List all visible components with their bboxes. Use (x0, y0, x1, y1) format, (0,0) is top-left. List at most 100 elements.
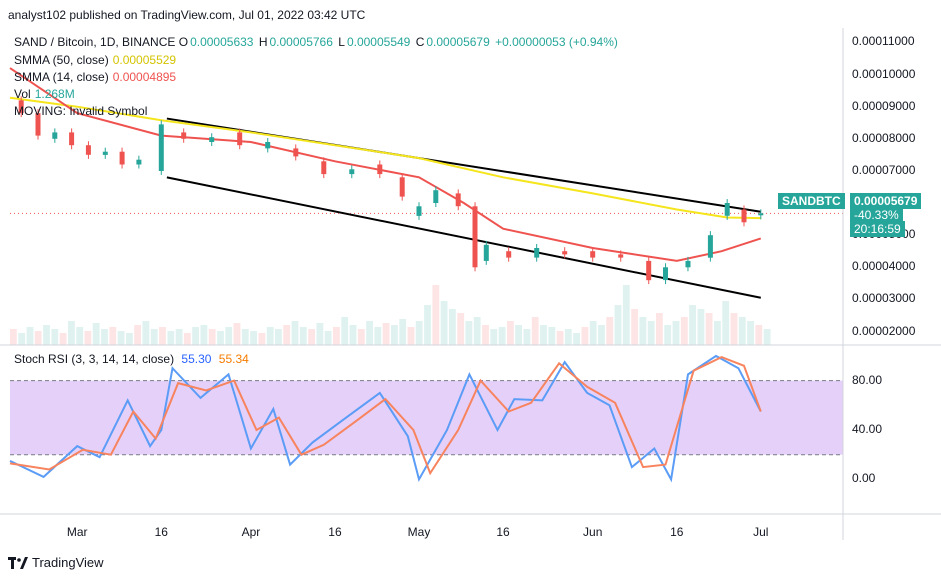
candle-body (35, 113, 41, 136)
volume-bar (515, 325, 522, 345)
tradingview-logo-icon (8, 556, 28, 569)
candle-body (534, 248, 540, 258)
candle-body (136, 159, 142, 165)
price-pane[interactable] (9, 67, 843, 345)
change-value: +0.00000053 (+0.94%) (495, 35, 618, 49)
volume-bar (357, 329, 365, 345)
candle-body (663, 267, 668, 281)
candle-body (209, 137, 215, 142)
price-tick-label: 0.00002000 (852, 323, 916, 338)
candle-body (707, 235, 713, 258)
volume-bar (747, 321, 754, 345)
volume-bar (283, 325, 291, 345)
volume-bar (465, 321, 473, 345)
volume-bar (266, 327, 274, 345)
candle-body (433, 190, 439, 203)
volume-bar (150, 329, 158, 345)
smma50-line (9, 96, 761, 220)
volume-bar (490, 329, 498, 345)
volume-bar (126, 333, 133, 345)
volume-bar (656, 313, 663, 345)
volume-bar (217, 331, 224, 345)
volume-bar (730, 313, 738, 345)
ohlc-values: O 0.00005633 H 0.00005766 L 0.00005549 C 0.0… (178, 35, 618, 49)
candle-body (685, 260, 691, 268)
volume-bar (382, 323, 390, 345)
time-tick-label: 16 (496, 525, 510, 539)
moving-legend: MOVING: Invalid Symbol (14, 104, 148, 118)
candle-body (758, 213, 764, 216)
candle-body (119, 151, 125, 165)
volume-bar (531, 317, 539, 345)
symbol-tag: SANDBTC (778, 193, 845, 209)
stoch-tick-label: 40.00 (852, 422, 883, 436)
pct-tag: -40.33% (850, 207, 903, 223)
volume-bar (556, 331, 564, 345)
footer-brand[interactable]: TradingView (8, 555, 104, 570)
volume-bar (333, 327, 340, 345)
volume-bar (18, 333, 26, 345)
volume-bar (631, 309, 638, 345)
volume-bar (680, 317, 688, 345)
volume-bar (51, 329, 59, 345)
candle-body (181, 132, 187, 139)
volume-bar (208, 329, 216, 345)
stoch-d-value: 55.34 (218, 352, 249, 366)
volume-bar (672, 321, 680, 345)
volume-bar (167, 331, 175, 345)
volume-bar (84, 331, 92, 345)
volume-bar (697, 309, 705, 345)
volume-bar (424, 305, 431, 345)
countdown-tag: 20:16:59 (850, 221, 905, 237)
volume-bar (391, 325, 398, 345)
volume-bar (341, 317, 349, 345)
volume-bar (457, 313, 465, 345)
volume-bar (250, 331, 257, 345)
publish-header: analyst102 published on TradingView.com,… (8, 8, 366, 22)
price-tick-label: 0.00009000 (852, 98, 916, 113)
stoch-rsi-pane[interactable] (9, 354, 843, 483)
volume-bar (689, 305, 696, 345)
volume-bar (299, 327, 307, 345)
stoch-d-line (9, 356, 762, 476)
volume-bar (449, 309, 456, 345)
smma14-legend: SMMA (14, close) 0.00004895 (14, 70, 177, 84)
volume-bar (714, 321, 721, 345)
candle-body (506, 251, 512, 258)
candle-body (321, 161, 327, 175)
volume-bar (606, 317, 614, 345)
time-tick-label: 16 (670, 525, 684, 539)
stoch-tick-label: 0.00 (852, 471, 876, 486)
candle-body (377, 164, 383, 175)
volume-bar (581, 327, 589, 345)
volume-bar (705, 313, 713, 345)
candle-body (102, 151, 108, 155)
volume-bar (225, 327, 233, 345)
volume-bar (573, 333, 580, 345)
candle-body (741, 209, 747, 223)
volume-bar (92, 323, 100, 345)
volume-bar (233, 323, 241, 345)
volume-bar (639, 317, 647, 345)
volume-bar (415, 321, 423, 345)
volume-bar (366, 321, 373, 345)
volume-bar (548, 327, 556, 345)
volume-bar (589, 321, 597, 345)
candle-body (472, 206, 478, 268)
volume-bar (349, 325, 357, 345)
time-tick-label: May (408, 525, 431, 539)
time-tick-label: Mar (67, 525, 88, 539)
time-tick-label: Apr (242, 525, 261, 539)
price-tick-label: 0.00007000 (852, 162, 916, 177)
time-tick-label: 16 (155, 525, 169, 539)
time-tick-label: Jul (753, 525, 768, 539)
price-tick-label: 0.00010000 (852, 66, 916, 81)
symbol-title: SAND / Bitcoin, 1D, BINANCE (14, 35, 176, 49)
volume-bar (291, 321, 299, 345)
volume-bar (68, 321, 75, 345)
volume-bar (76, 327, 84, 345)
price-tag: 0.00005679 (850, 193, 922, 209)
volume-bar (192, 327, 199, 345)
volume-bar (722, 301, 730, 345)
symbol-legend: SAND / Bitcoin, 1D, BINANCE O 0.00005633 … (14, 34, 620, 50)
